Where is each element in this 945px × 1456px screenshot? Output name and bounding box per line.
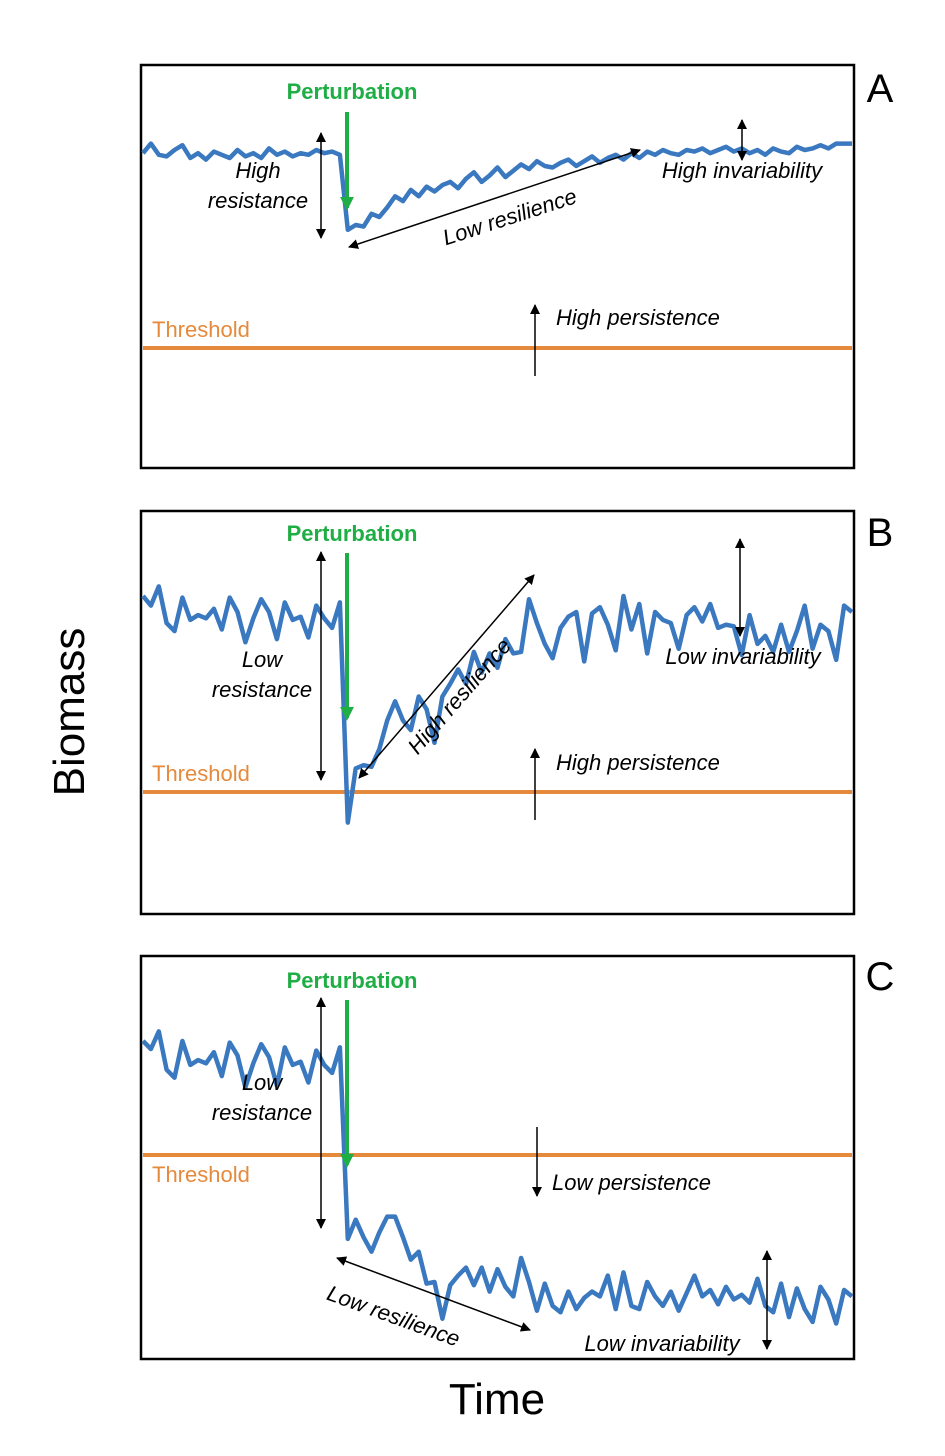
resilience-arrow: [348, 148, 641, 249]
persistence-label: High persistence: [556, 305, 720, 330]
panel-c: C Threshold Perturbation Low resistance …: [139, 954, 895, 1361]
panel-frame: [139, 509, 856, 916]
biomass-series: [141, 584, 854, 825]
threshold-label: Threshold: [152, 317, 250, 342]
perturbation-label: Perturbation: [287, 521, 418, 546]
panel-a: A Threshold Perturbation High resistance…: [139, 63, 894, 470]
resistance-label-line2: resistance: [212, 677, 312, 702]
panel-letter: B: [867, 511, 894, 555]
persistence-label: Low persistence: [552, 1170, 711, 1195]
invariability-label: High invariability: [662, 158, 824, 183]
panel-frame: [139, 63, 856, 470]
threshold-label: Threshold: [152, 1162, 250, 1187]
panel-letter: A: [867, 67, 894, 111]
invariability-label: Low invariability: [584, 1331, 741, 1356]
x-axis-label: Time: [449, 1375, 545, 1424]
resistance-label-line1: Low: [242, 1070, 284, 1095]
resilience-arrow: [358, 574, 535, 779]
invariability-label: Low invariability: [665, 644, 822, 669]
resistance-label-line1: Low: [242, 647, 284, 672]
resistance-label-line2: resistance: [208, 188, 308, 213]
resistance-label-line2: resistance: [212, 1100, 312, 1125]
resistance-label-line1: High: [235, 158, 280, 183]
threshold-label: Threshold: [152, 761, 250, 786]
panel-letter: C: [866, 955, 895, 999]
persistence-label: High persistence: [556, 750, 720, 775]
panel-b: B Threshold Perturbation Low resistance …: [139, 509, 894, 916]
y-axis-label: Biomass: [45, 628, 94, 797]
perturbation-label: Perturbation: [287, 79, 418, 104]
panel-frame: [139, 954, 856, 1361]
perturbation-label: Perturbation: [287, 968, 418, 993]
resilience-arrow: [336, 1256, 531, 1332]
